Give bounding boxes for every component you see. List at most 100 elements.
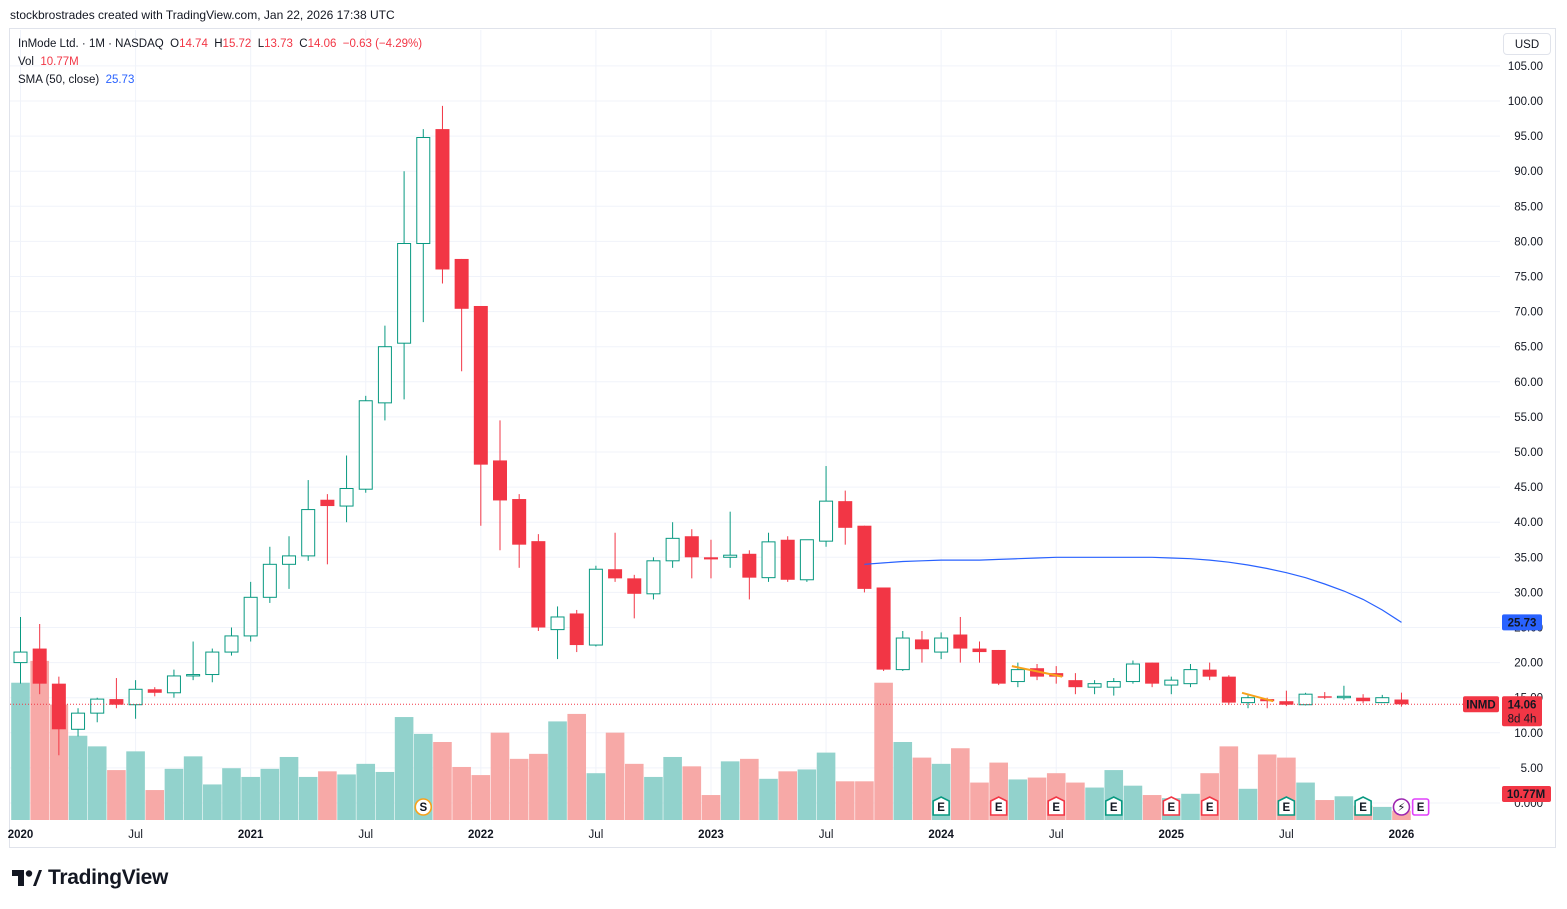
candle-body-up[interactable] [665,537,680,562]
candle-body-down[interactable] [1394,699,1409,705]
volume-bar [375,771,395,820]
tradingview-brand[interactable]: TradingView [12,866,168,890]
earnings-beat-icon[interactable] [1104,796,1123,816]
candle-body-up[interactable] [224,635,239,653]
x-tick-label: Jul [589,829,604,841]
candle-body-up[interactable] [1087,683,1102,688]
symbol-title[interactable]: InMode Ltd. · 1M · NASDAQ [18,38,164,50]
candle-body-up[interactable] [1298,693,1313,706]
currency-button[interactable]: USD [1503,33,1551,55]
candle-body-up[interactable] [282,555,297,565]
candle-body-up[interactable] [1164,679,1179,686]
candle-body-up[interactable] [166,675,181,694]
candle-body-up[interactable] [1336,695,1351,699]
candle-body-down[interactable] [51,683,66,730]
candle-body-up[interactable] [934,637,949,653]
candle-body-up[interactable] [377,346,392,404]
candle-body-up[interactable] [1375,697,1390,704]
candle-body-down[interactable] [742,553,757,578]
candle-body-up[interactable] [550,616,565,631]
candle-body-down[interactable] [1145,662,1160,684]
earnings-beat-icon[interactable] [1354,796,1372,816]
candle-body-down[interactable] [454,258,469,309]
candle-body-up[interactable] [1183,669,1198,685]
candle-body-down[interactable] [1356,697,1371,702]
candle-body-up[interactable] [262,563,277,598]
candle-body-up[interactable] [71,712,86,730]
volume-bar [260,768,280,820]
candle-body-up[interactable] [1010,669,1025,683]
candle-body-up[interactable] [895,637,910,671]
event-label: E [1052,802,1060,814]
candle-body-down[interactable] [147,689,162,693]
candle-body-down[interactable] [531,541,546,628]
earnings-beat-icon[interactable] [1277,796,1296,816]
sma-legend-row[interactable]: SMA (50, close) 25.73 [18,71,422,89]
candle-body-down[interactable] [991,649,1006,684]
candle-body-down[interactable] [857,525,872,589]
split-icon[interactable] [414,798,433,816]
candle-body-down[interactable] [876,587,891,670]
earnings-miss-icon[interactable] [1200,796,1219,816]
candle-body-up[interactable] [186,674,201,677]
candle-body-up[interactable] [723,554,738,558]
candle-body-up[interactable] [339,488,354,507]
candle-body-up[interactable] [1241,697,1256,704]
earnings-beat-icon[interactable] [932,796,950,816]
candle-body-down[interactable] [608,569,623,579]
candle-body-down[interactable] [1202,669,1217,677]
candle-body-down[interactable] [703,557,718,560]
candle-body-down[interactable] [972,648,987,653]
candle-body-down[interactable] [493,460,507,501]
earnings-miss-icon[interactable] [1047,796,1066,816]
earnings-miss-icon[interactable] [1162,796,1181,816]
candle-body-down[interactable] [684,536,699,558]
y-tick-label: 95.00 [1514,131,1543,143]
candle-body-down[interactable] [569,613,584,646]
candle-body-up[interactable] [301,509,316,557]
y-tick-label: 90.00 [1514,166,1543,178]
candle-body-up[interactable] [358,400,373,490]
candle-body-up[interactable] [819,500,834,542]
candle-body-down[interactable] [627,578,642,594]
event-label: E [1167,802,1175,814]
volume-bar [912,757,932,820]
candle-body-down[interactable] [109,699,124,705]
volume-legend-row[interactable]: Vol 10.77M [18,53,422,71]
candle-body-up[interactable] [90,698,105,714]
candle-body-down[interactable] [1068,680,1083,688]
candle-body-up[interactable] [416,137,431,245]
candle-body-down[interactable] [473,305,488,465]
candle-body-down[interactable] [435,129,450,270]
candle-body-up[interactable] [397,243,412,344]
candle-body-up[interactable] [128,688,143,706]
candle-body-down[interactable] [320,499,335,507]
flash-icon[interactable] [1392,798,1411,816]
candle-body-up[interactable] [761,541,776,579]
candle-body-down[interactable] [953,634,968,649]
candle-body-down[interactable] [32,648,47,684]
candle-body-up[interactable] [646,560,661,595]
candle-body-up[interactable] [205,651,220,676]
candle-body-down[interactable] [512,499,527,545]
candle-body-up[interactable] [13,651,28,664]
candle-body-down[interactable] [1221,676,1236,703]
candle-body-down[interactable] [1279,701,1294,705]
volume-bar [759,778,778,820]
candle-body-down[interactable] [1030,668,1045,677]
candle-body-up[interactable] [799,539,814,581]
candle-body-up[interactable] [1106,681,1121,688]
volume-bar [1008,779,1028,820]
candle-body-up[interactable] [243,596,258,637]
symbol-tag-text: INMD [1466,699,1495,711]
earnings-miss-icon[interactable] [989,796,1008,816]
candle-body-down[interactable] [780,539,795,580]
y-tick-label: 60.00 [1514,377,1543,389]
candle-body-down[interactable] [838,501,853,528]
candle-body-up[interactable] [588,568,603,646]
candle-body-down[interactable] [914,639,929,650]
earnings-upcoming-icon[interactable] [1411,798,1430,816]
candle-body-down[interactable] [1317,696,1332,698]
candle-body-up[interactable] [1125,663,1140,683]
